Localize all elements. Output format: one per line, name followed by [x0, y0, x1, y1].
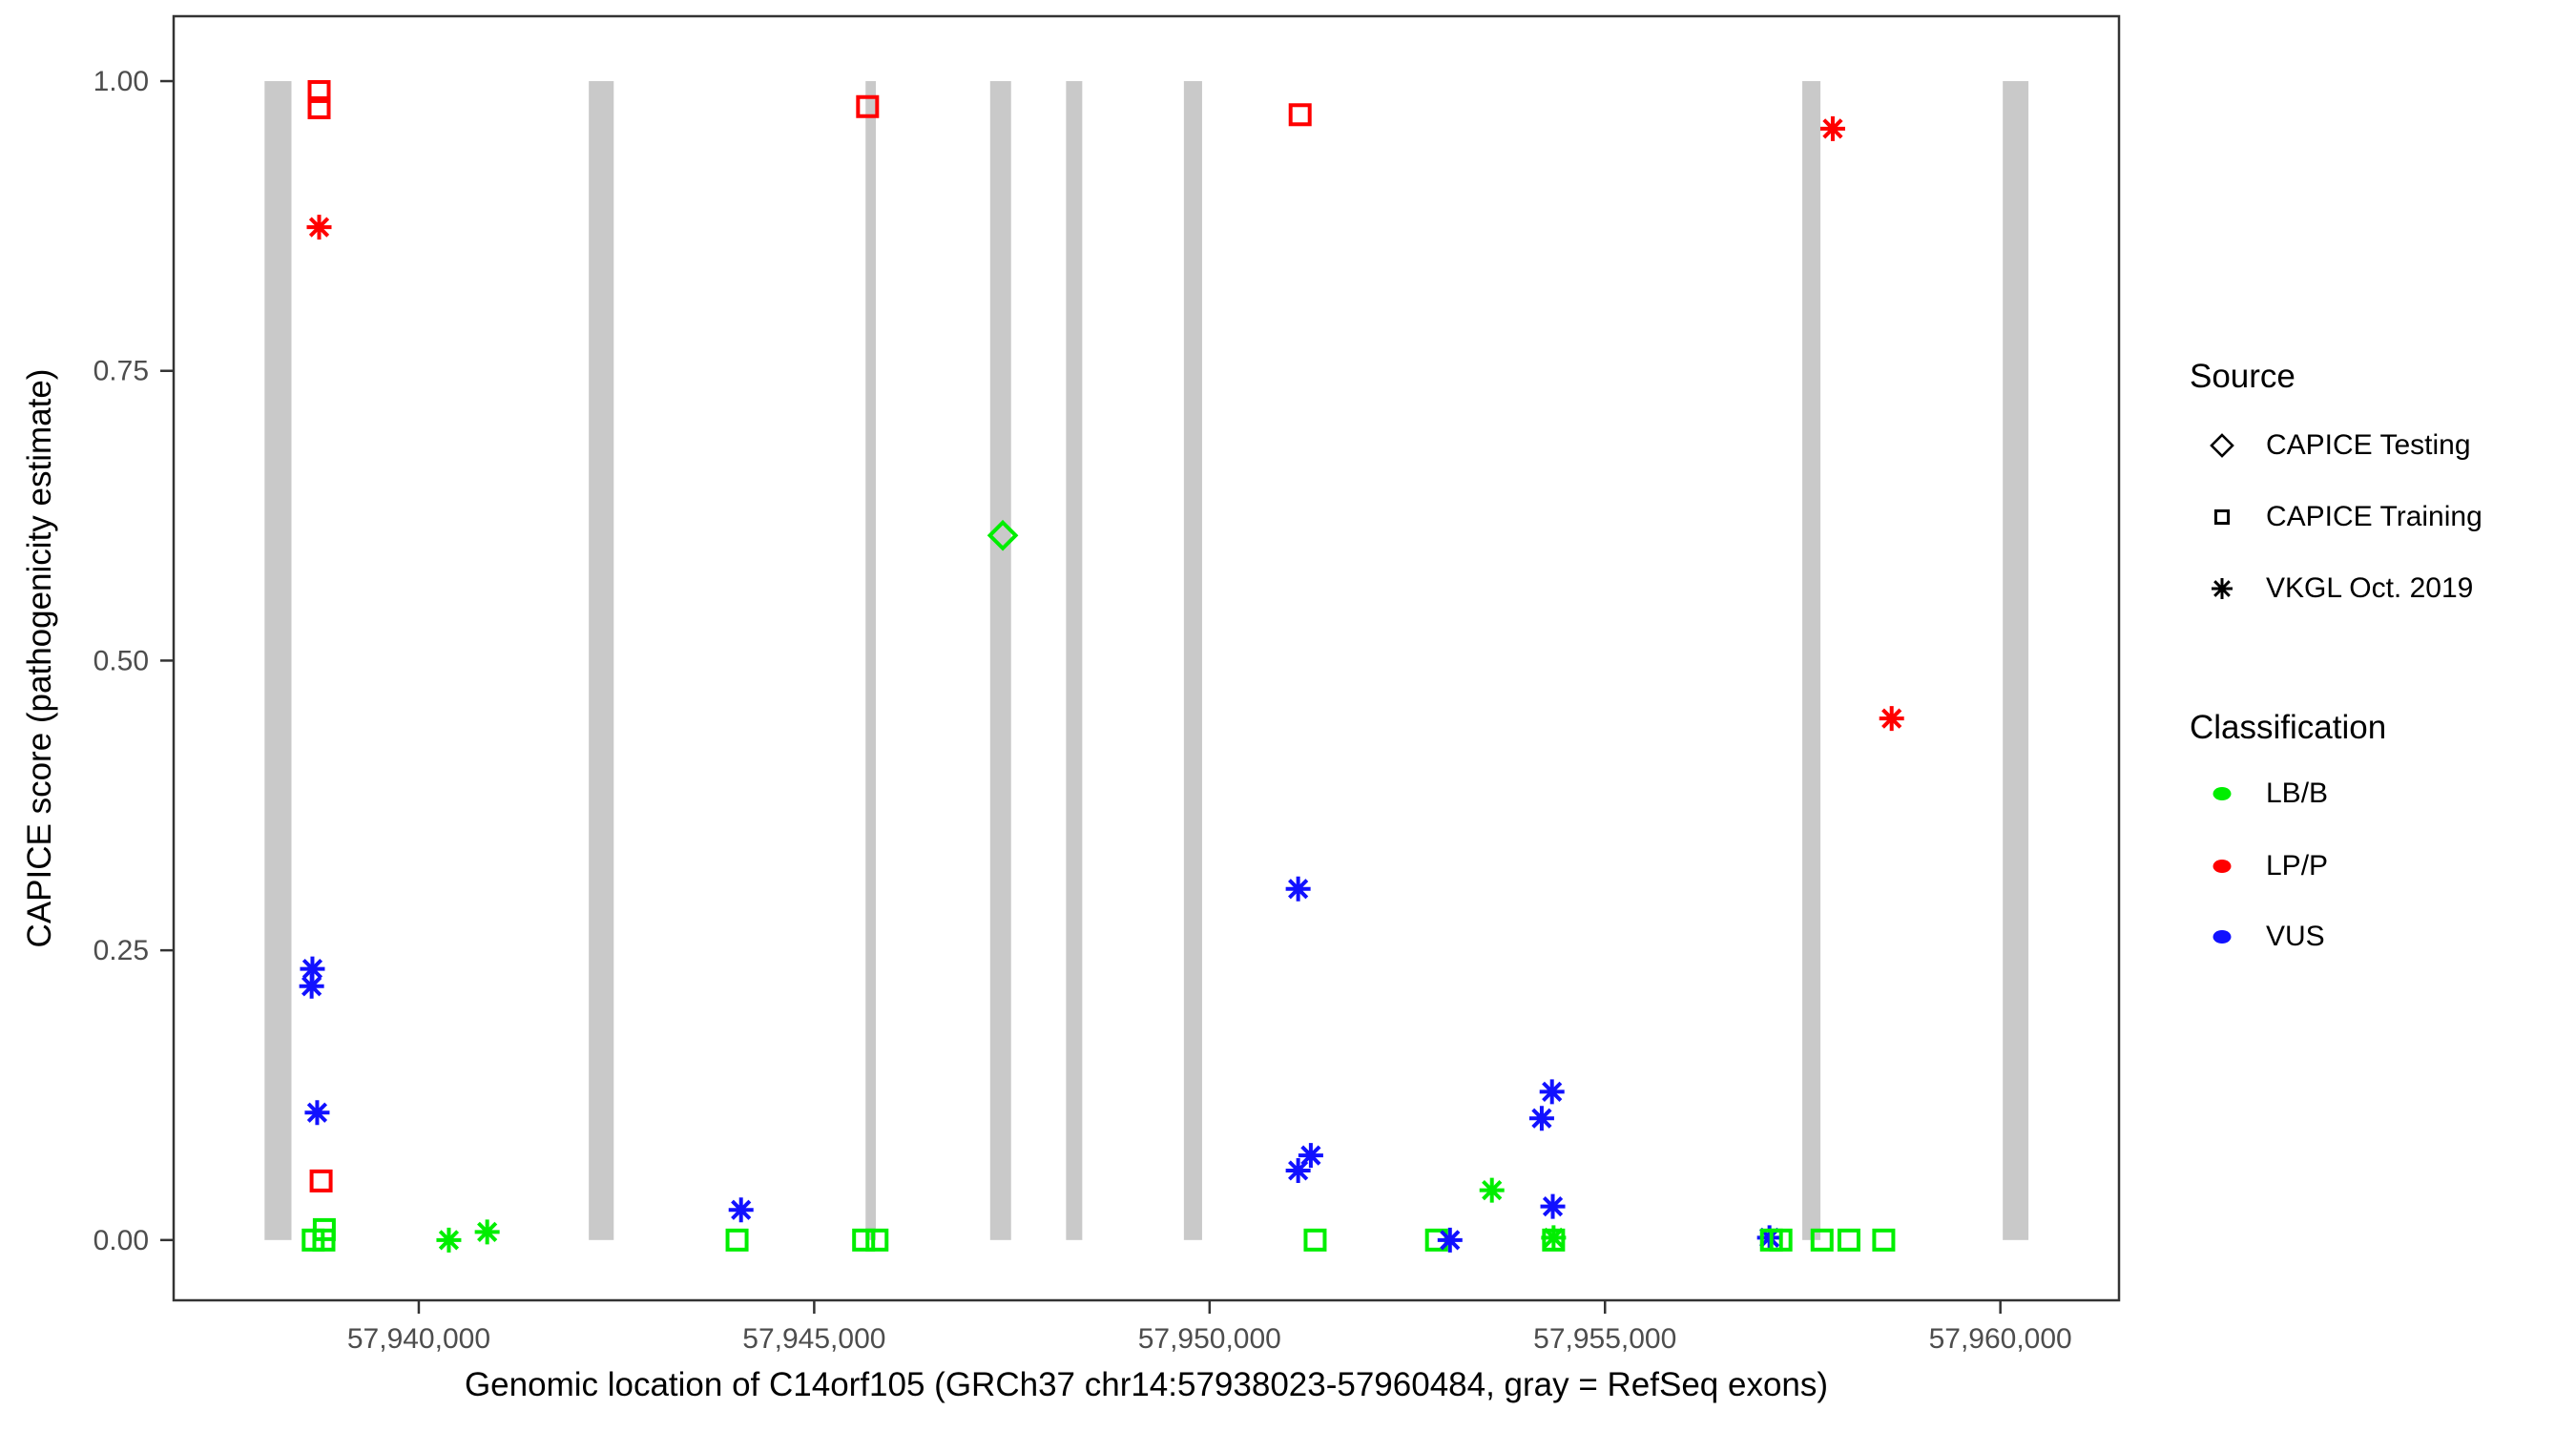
data-point: [312, 1228, 336, 1252]
legend-item-vus: VUS: [2190, 916, 2325, 958]
legend-item-vkgl: VKGL Oct. 2019: [2190, 568, 2473, 610]
data-point: [1541, 1225, 1567, 1251]
data-point: [1528, 1106, 1554, 1131]
data-point: [307, 95, 331, 119]
data-point: [1298, 1143, 1323, 1169]
legend-item-label: VUS: [2266, 921, 2325, 952]
exon-bar: [589, 81, 614, 1240]
panel-border: [172, 14, 2121, 1302]
legend-item-capice-training: CAPICE Training: [2190, 496, 2483, 538]
data-point: [1285, 876, 1311, 902]
y-tick-label: 0.75: [93, 356, 149, 387]
exon-bar: [1066, 81, 1083, 1240]
legend-item-label: LP/P: [2266, 850, 2329, 881]
exon-bar: [1183, 81, 1202, 1240]
x-tick-label: 57,940,000: [347, 1323, 490, 1355]
data-point: [1872, 1228, 1896, 1252]
data-point: [474, 1219, 500, 1245]
data-point: [1303, 1228, 1327, 1252]
data-point: [300, 956, 325, 982]
data-point: [1810, 1228, 1834, 1252]
exon-bar: [1802, 81, 1821, 1240]
data-point: [1540, 1193, 1566, 1219]
data-point: [1819, 115, 1845, 141]
x-tick-label: 57,960,000: [1929, 1323, 2072, 1355]
y-tick-label: 0.50: [93, 645, 149, 676]
y-tick-label: 0.25: [93, 935, 149, 966]
data-point: [1437, 1227, 1463, 1253]
data-point: [1542, 1228, 1566, 1252]
exon-bar: [989, 81, 1011, 1240]
data-point: [436, 1227, 462, 1253]
data-point: [856, 94, 880, 118]
data-point: [728, 1197, 754, 1223]
data-point: [725, 1228, 749, 1252]
y-axis-title: CAPICE score (pathogenicity estimate): [21, 368, 58, 948]
data-point: [1756, 1225, 1782, 1251]
x-tick-label: 57,950,000: [1138, 1323, 1281, 1355]
data-point: [1837, 1228, 1860, 1252]
legend-source-title: Source: [2190, 358, 2296, 395]
exon-bar: [865, 81, 877, 1240]
x-tick-label: 57,955,000: [1533, 1323, 1676, 1355]
data-point: [1769, 1228, 1793, 1252]
data-point: [1539, 1079, 1565, 1105]
x-tick-label: 57,945,000: [742, 1323, 885, 1355]
y-tick-label: 1.00: [93, 66, 149, 97]
lbb-dot-icon: [2212, 787, 2232, 800]
data-point: [852, 1228, 876, 1252]
legend-item-lpp: LP/P: [2190, 845, 2328, 887]
data-point: [987, 519, 1019, 551]
legend-item-label: VKGL Oct. 2019: [2266, 572, 2474, 604]
data-point: [1288, 103, 1312, 127]
exon-bar: [2003, 81, 2029, 1240]
vus-dot-icon: [2212, 930, 2232, 944]
lpp-dot-icon: [2212, 860, 2232, 873]
square-icon: [2214, 509, 2230, 525]
legend-item-lbb: LB/B: [2190, 773, 2328, 815]
legend-item-capice-testing: CAPICE Testing: [2190, 425, 2471, 467]
legend-item-label: CAPICE Testing: [2266, 429, 2471, 461]
data-point: [1479, 1177, 1505, 1203]
legend-item-label: CAPICE Training: [2266, 501, 2483, 532]
data-point: [1285, 1157, 1311, 1183]
asterisk-icon: [2212, 578, 2233, 599]
legend-item-label: LB/B: [2266, 778, 2329, 809]
x-axis-title: Genomic location of C14orf105 (GRCh37 ch…: [464, 1366, 1829, 1403]
legend-classification-title: Classification: [2190, 709, 2387, 746]
diamond-icon: [2210, 433, 2234, 458]
data-point: [299, 973, 324, 999]
data-point: [309, 1169, 333, 1192]
data-point: [865, 1228, 889, 1252]
data-point: [307, 79, 331, 103]
data-point: [1879, 706, 1904, 732]
data-point: [306, 215, 332, 240]
data-point: [304, 1100, 330, 1126]
y-tick-label: 0.00: [93, 1225, 149, 1256]
exon-bar: [264, 81, 292, 1240]
